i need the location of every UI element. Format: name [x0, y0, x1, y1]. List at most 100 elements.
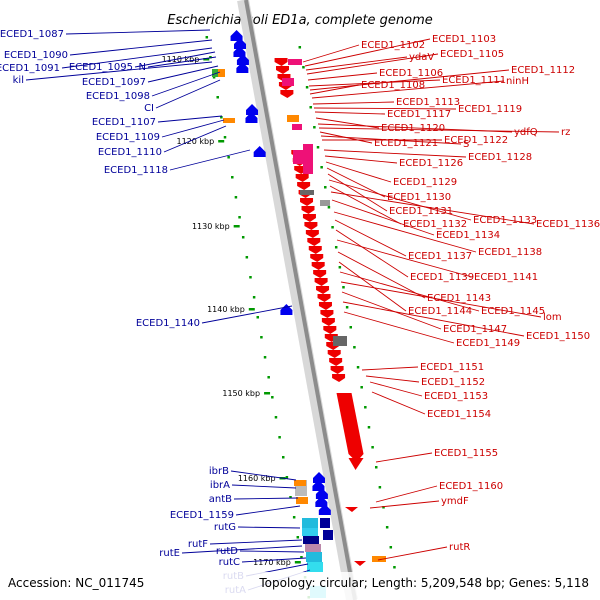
grid-dot [241, 236, 245, 239]
grid-dot [227, 156, 230, 159]
grid-dot [305, 86, 309, 89]
rut-operon-feature [302, 528, 318, 536]
grid-dot [353, 346, 356, 349]
grid-dot [320, 166, 323, 169]
left-gene-label: ibrB [209, 466, 229, 477]
reverse-gene-arrow [317, 294, 331, 302]
left-connector [61, 47, 213, 69]
left-connector [25, 61, 213, 81]
axis-tick-label: 1170 kbp [253, 558, 291, 567]
reverse-gene-arrow [332, 374, 346, 382]
right-gene-label: ECED1_1119 [458, 104, 522, 115]
right-gene-label: ECED1_1126 [399, 158, 463, 169]
reverse-gene-arrow [280, 90, 294, 98]
left-connector [147, 56, 217, 68]
right-gene-label: rutR [449, 542, 470, 553]
grid-dot [245, 256, 249, 259]
reverse-gene-arrow [304, 222, 318, 230]
reverse-gene-arrow [314, 278, 328, 286]
right-connector [337, 251, 426, 299]
reverse-gene-arrow [274, 58, 288, 66]
right-gene-label: ECED1_1102 [361, 40, 425, 51]
left-connector [69, 39, 213, 56]
right-connector [306, 53, 439, 75]
right-gene-label: ECED1_1145 [481, 306, 545, 317]
grid-dot [302, 66, 305, 69]
accession-text: Accession: NC_011745 [8, 576, 144, 590]
rut-operon-feature [302, 518, 318, 528]
grid-dot [292, 516, 296, 519]
axis-tick-mark [218, 140, 225, 143]
right-gene-label: ECED1_1132 [403, 219, 467, 230]
grid-dot [274, 416, 278, 419]
right-connector [329, 185, 402, 225]
right-connector [304, 38, 431, 67]
misc-feature [288, 59, 302, 65]
reverse-gene-arrow [307, 238, 321, 246]
left-gene-label: ECED1_1140 [136, 318, 200, 329]
grid-dot [342, 286, 345, 289]
grid-dot [234, 196, 238, 199]
rut-operon-feature [296, 497, 308, 504]
grid-dot [309, 106, 312, 109]
forward-gene-arrow [280, 304, 293, 315]
right-gene-label: ECED1_1113 [396, 97, 460, 108]
grid-dot [271, 396, 274, 399]
left-connector [233, 497, 299, 500]
reverse-gene-arrow [295, 174, 309, 182]
right-connector [325, 161, 392, 183]
right-connector [323, 149, 467, 158]
left-gene-label: ECED1_1090 [4, 50, 68, 61]
grid-dot [338, 266, 342, 269]
reverse-gene-arrow [321, 318, 335, 326]
grid-dot [209, 56, 212, 59]
label-connectors [25, 29, 560, 591]
grid-dot [331, 226, 334, 229]
right-gene-label: ydfQ [514, 127, 538, 138]
left-gene-label: ibrA [210, 480, 230, 491]
large-reverse-gene [336, 393, 364, 462]
left-gene-label: ECED1_1118 [104, 165, 168, 176]
right-gene-label: ECED1_1134 [436, 230, 500, 241]
right-gene-label: ECED1_1111 [442, 75, 506, 86]
left-gene-label: antB [209, 494, 232, 505]
left-connector [231, 484, 297, 489]
reverse-gene-arrow [354, 561, 366, 566]
gene-features [212, 30, 386, 598]
left-gene-label: rutE [159, 548, 180, 559]
right-connector [330, 191, 535, 225]
left-connector [209, 539, 303, 545]
right-gene-label: ECED1_1155 [434, 448, 498, 459]
right-gene-label: ECED1_1139 [410, 272, 474, 283]
grid-dot [220, 116, 223, 119]
right-gene-label: ECED1_1150 [526, 331, 590, 342]
right-connector [313, 107, 457, 110]
grid-dot [374, 466, 378, 469]
grid-dot [316, 146, 320, 149]
right-connector [331, 199, 435, 236]
reverse-gene-arrow [323, 326, 337, 334]
right-connector [314, 111, 386, 115]
forward-gene-arrow [315, 496, 328, 507]
right-gene-label: ninH [506, 76, 529, 87]
grid-dot [263, 356, 267, 359]
right-connector [312, 101, 395, 105]
grid-dot [393, 566, 396, 569]
left-gene-labels: ECED1_1087 ECED1_1090 ECED1_1091 ECED1_1095… [0, 29, 246, 596]
right-gene-label: ECED1_1112 [511, 65, 575, 76]
forward-gene-arrow [312, 480, 325, 491]
right-gene-label: ECED1_1133 [473, 215, 537, 226]
backbone-line [244, 0, 357, 600]
reverse-gene-arrow [318, 302, 332, 310]
left-connector [230, 470, 297, 481]
left-gene-label: CI [144, 103, 154, 114]
right-gene-label: ECED1_1129 [393, 177, 457, 188]
right-connector [369, 500, 440, 509]
grid-dot [345, 306, 349, 309]
misc-feature [218, 69, 225, 77]
left-gene-label: rutC [219, 557, 240, 568]
right-gene-label: lom [543, 312, 562, 323]
grid-dots [205, 36, 400, 599]
left-gene-label: ECED1_1095 [69, 62, 133, 73]
